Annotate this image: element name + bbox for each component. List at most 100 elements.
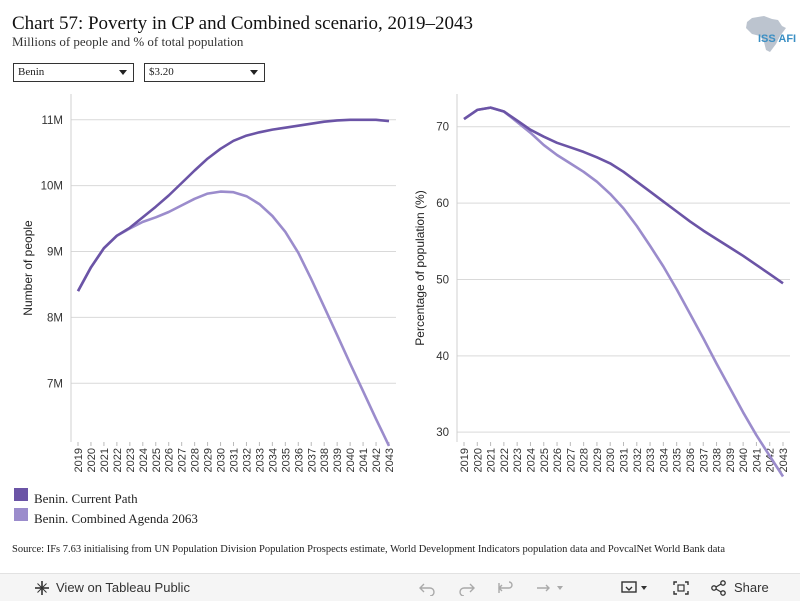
x-tick-label: 2028 — [579, 448, 591, 472]
x-tick-label: 2033 — [254, 448, 266, 472]
legend-label-combined: Benin. Combined Agenda 2063 — [34, 511, 198, 526]
x-tick-label: 2038 — [712, 448, 724, 472]
x-tick-label: 2038 — [319, 448, 331, 472]
x-tick-label: 2037 — [306, 448, 318, 472]
x-tick-label: 2024 — [525, 448, 537, 472]
x-tick-label: 2030 — [216, 448, 228, 472]
share-icon — [711, 579, 726, 596]
people-chart: 7M 8M 9M 10M 11M 2019 2020 2021 2022 2023 2024 2025… — [21, 94, 396, 472]
refresh-button[interactable] — [535, 574, 565, 601]
view-on-tableau-button[interactable]: View on Tableau Public — [34, 574, 190, 601]
source-note: Source: IFs 7.63 initialising from UN Po… — [12, 544, 725, 555]
y-tick-label: 30 — [436, 427, 449, 439]
undo-button[interactable] — [418, 574, 436, 601]
x-tick-label: 2026 — [164, 448, 176, 472]
x-tick-label: 2034 — [267, 448, 279, 472]
x-tick-label: 2027 — [177, 448, 189, 472]
series-line-current-path — [76, 118, 390, 292]
x-tick-label: 2033 — [645, 448, 657, 472]
x-tick-label: 2032 — [632, 448, 644, 472]
download-icon — [621, 580, 647, 593]
x-tick-label: 2019 — [73, 448, 85, 472]
legend-swatch-combined — [14, 508, 28, 521]
x-tick-label: 2021 — [486, 448, 498, 472]
fullscreen-icon — [673, 580, 689, 595]
x-tick-label: 2040 — [345, 448, 357, 472]
undo-icon — [419, 583, 435, 596]
poverty-line-select-value: $3.20 — [149, 66, 174, 78]
fullscreen-button[interactable] — [672, 574, 690, 601]
legend-label-current-path: Benin. Current Path — [34, 491, 138, 506]
y-tick-label: 8M — [47, 312, 63, 324]
series-line-current-path — [463, 106, 784, 285]
country-select-value: Benin — [18, 66, 45, 78]
y-tick-label: 9M — [47, 247, 63, 259]
x-tick-label: 2039 — [725, 448, 737, 472]
x-tick-label: 2023 — [512, 448, 524, 472]
x-tick-label: 2039 — [332, 448, 344, 472]
x-tick-label: 2037 — [698, 448, 710, 472]
x-tick-label: 2026 — [552, 448, 564, 472]
revert-icon — [498, 580, 513, 593]
x-tick-label: 2020 — [86, 448, 98, 472]
x-tick-label: 2036 — [685, 448, 697, 472]
x-tick-label: 2027 — [565, 448, 577, 472]
redo-icon — [459, 583, 475, 596]
share-label: Share — [734, 580, 769, 595]
series-line-combined — [463, 106, 785, 478]
redo-button[interactable] — [458, 574, 476, 601]
x-tick-label: 2041 — [358, 448, 370, 472]
x-tick-label: 2020 — [472, 448, 484, 472]
chevron-down-icon — [119, 70, 127, 75]
x-tick-label: 2030 — [605, 448, 617, 472]
y-tick-label: 7M — [47, 378, 63, 390]
x-tick-label: 2028 — [190, 448, 202, 472]
legend-swatch-current-path — [14, 488, 28, 501]
x-tick-label: 2023 — [125, 448, 137, 472]
x-tick-label: 2035 — [672, 448, 684, 472]
x-tick-label: 2029 — [592, 448, 604, 472]
x-tick-label: 2036 — [293, 448, 305, 472]
x-tick-label: 2035 — [280, 448, 292, 472]
x-tick-label: 2043 — [778, 448, 790, 472]
x-tick-label: 2031 — [229, 448, 241, 472]
x-tick-label: 2022 — [112, 448, 124, 472]
chart-subtitle: Millions of people and % of total popula… — [12, 34, 244, 49]
y-tick-label: 50 — [436, 274, 449, 286]
poverty-line-select[interactable]: $3.20 — [144, 63, 265, 82]
x-tick-label: 2042 — [371, 448, 383, 472]
revert-button[interactable] — [497, 574, 515, 601]
x-tick-label: 2021 — [99, 448, 111, 472]
africa-logo-icon — [746, 16, 786, 52]
country-select[interactable]: Benin — [13, 63, 134, 82]
chevron-down-icon — [250, 70, 258, 75]
view-on-tableau-label: View on Tableau Public — [56, 580, 190, 595]
y-tick-label: 10M — [41, 181, 63, 193]
y-tick-label: 60 — [436, 198, 449, 210]
x-tick-label: 2025 — [539, 448, 551, 472]
x-tick-label: 2024 — [138, 448, 150, 472]
download-button[interactable] — [620, 574, 652, 601]
tableau-logo-icon — [35, 580, 49, 595]
tableau-toolbar: View on Tableau Public Share — [0, 573, 800, 601]
x-tick-label: 2031 — [619, 448, 631, 472]
x-tick-label: 2032 — [241, 448, 253, 472]
y-tick-label: 70 — [436, 122, 449, 134]
chart-title: Chart 57: Poverty in CP and Combined sce… — [12, 13, 474, 34]
x-tick-label: 2025 — [151, 448, 163, 472]
refresh-icon — [537, 584, 563, 591]
x-tick-label: 2034 — [658, 448, 670, 472]
share-button[interactable]: Share — [710, 574, 769, 601]
x-tick-label: 2029 — [203, 448, 215, 472]
y-axis-label: Percentage of population (%) — [413, 190, 427, 345]
iss-logo-text: ISS AFI — [758, 33, 797, 45]
x-tick-label: 2040 — [738, 448, 750, 472]
x-tick-label: 2043 — [384, 448, 396, 472]
x-tick-label: 2019 — [459, 448, 471, 472]
x-tick-label: 2022 — [499, 448, 511, 472]
y-tick-label: 40 — [436, 351, 449, 363]
y-axis-label: Number of people — [21, 220, 35, 316]
x-tick-label: 2041 — [751, 448, 763, 472]
y-tick-label: 11M — [41, 115, 63, 127]
